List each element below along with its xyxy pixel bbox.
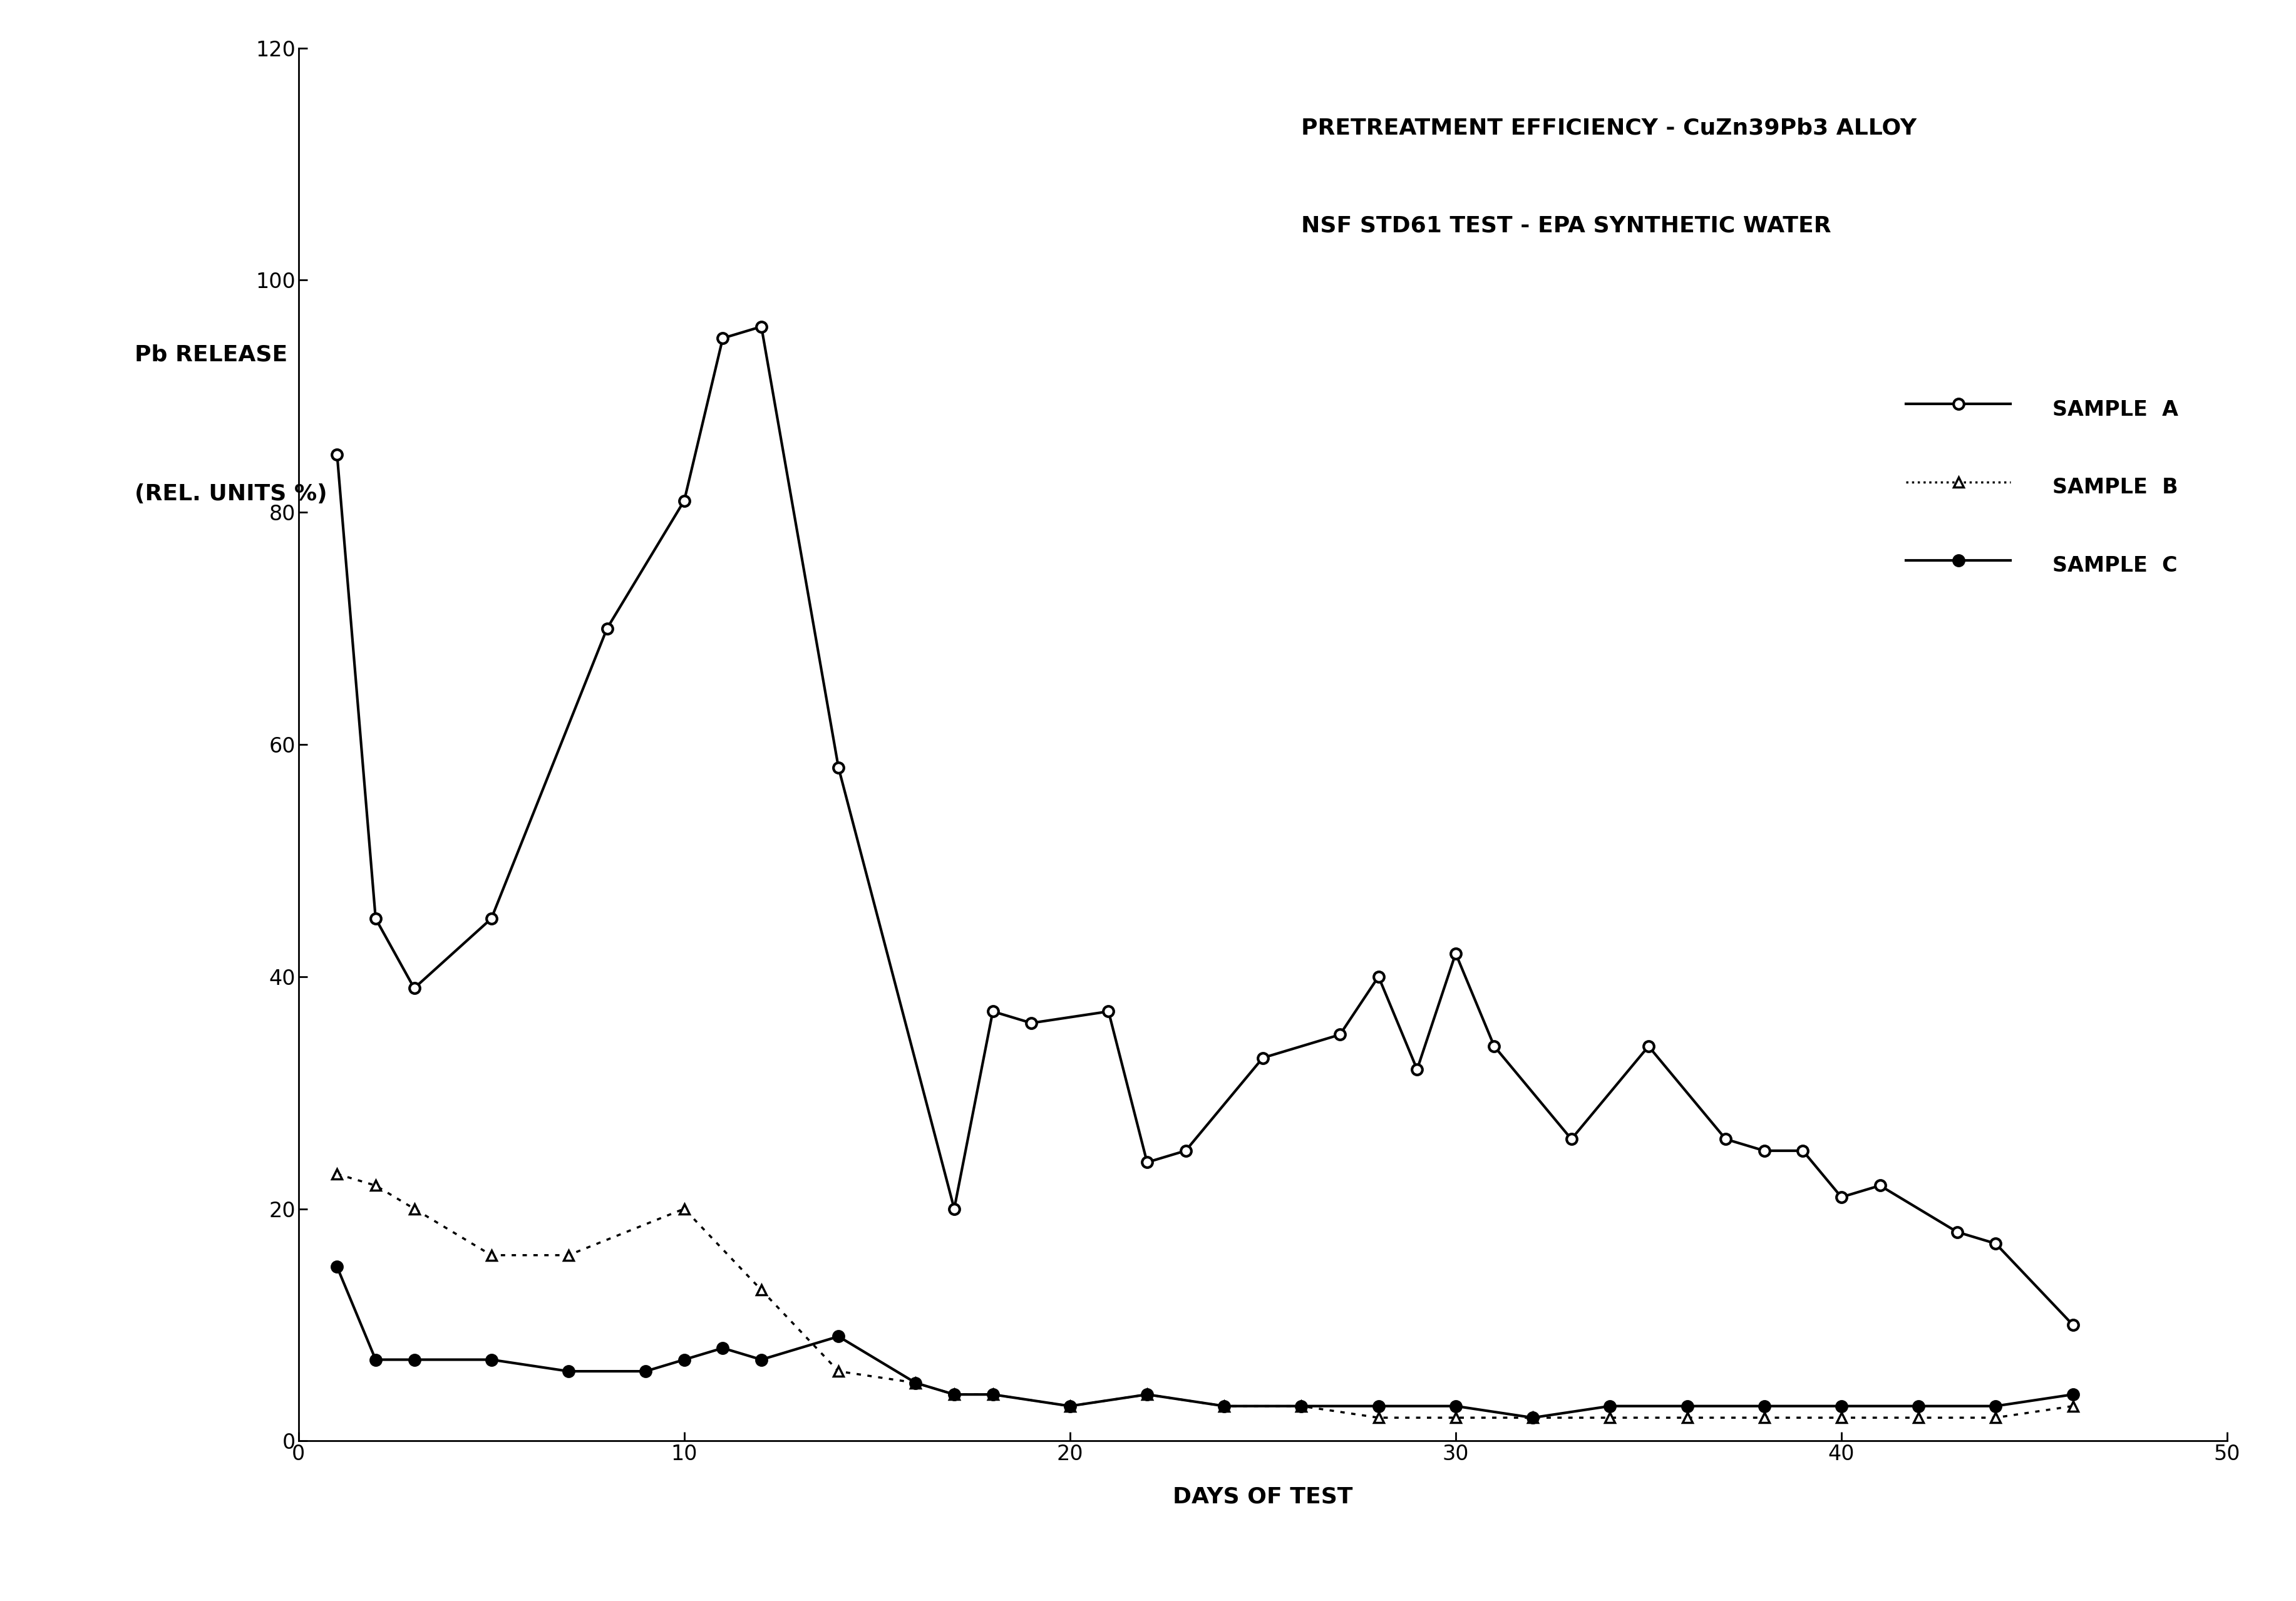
Text: PRETREATMENT EFFICIENCY - CuZn39Pb3 ALLOY: PRETREATMENT EFFICIENCY - CuZn39Pb3 ALLO… [1302,118,1917,139]
X-axis label: DAYS OF TEST: DAYS OF TEST [1173,1486,1352,1508]
Text: Pb RELEASE: Pb RELEASE [135,344,287,365]
Text: (REL. UNITS %): (REL. UNITS %) [135,484,326,504]
Legend: SAMPLE  A, SAMPLE  B, SAMPLE  C: SAMPLE A, SAMPLE B, SAMPLE C [1906,392,2179,581]
Text: NSF STD61 TEST - EPA SYNTHETIC WATER: NSF STD61 TEST - EPA SYNTHETIC WATER [1302,215,1832,237]
